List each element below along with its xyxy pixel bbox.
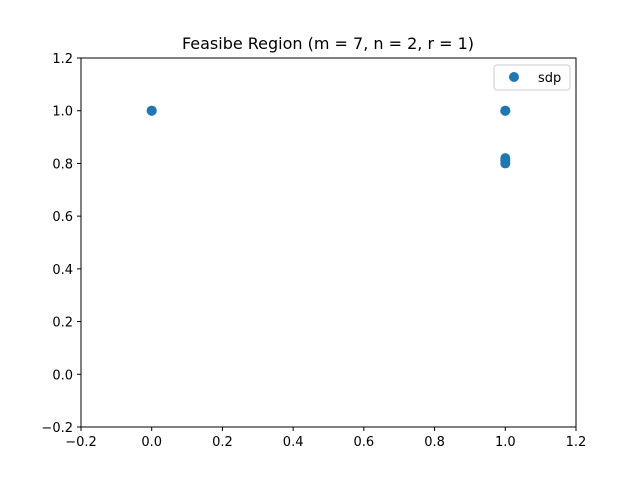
legend: sdp (493, 64, 571, 91)
legend-marker (509, 72, 519, 82)
x-tick-label: 0.6 (354, 435, 375, 450)
y-tick-label: 0.4 (52, 263, 73, 278)
x-axis: −0.2 0.0 0.2 0.4 0.6 0.8 1.0 1.2 (65, 427, 586, 450)
legend-label-sdp: sdp (538, 71, 561, 86)
y-tick-label: 1.2 (52, 52, 73, 67)
y-tick-label: 0.0 (52, 368, 73, 383)
data-point (500, 158, 511, 169)
x-tick-label: 1.0 (495, 435, 516, 450)
y-tick-label: 1.0 (52, 105, 73, 120)
y-tick-label: 0.2 (52, 316, 73, 331)
legend-box (493, 64, 571, 91)
scatter-points (146, 105, 511, 169)
y-tick-label: 0.8 (52, 157, 73, 172)
x-tick-label: 1.2 (566, 435, 587, 450)
chart-title: Feasibe Region (m = 7, n = 2, r = 1) (182, 34, 474, 53)
y-axis: −0.2 0.0 0.2 0.4 0.6 0.8 1.0 1.2 (41, 52, 81, 436)
x-tick-label: 0.2 (212, 435, 233, 450)
data-point (146, 105, 157, 116)
x-tick-label: −0.2 (65, 435, 97, 450)
y-tick-label: −0.2 (41, 421, 73, 436)
y-tick-label: 0.6 (52, 210, 73, 225)
plot-frame (80, 57, 577, 428)
x-tick-label: 0.4 (283, 435, 304, 450)
data-point (500, 105, 511, 116)
x-tick-label: 0.0 (141, 435, 162, 450)
x-tick-label: 0.8 (424, 435, 445, 450)
